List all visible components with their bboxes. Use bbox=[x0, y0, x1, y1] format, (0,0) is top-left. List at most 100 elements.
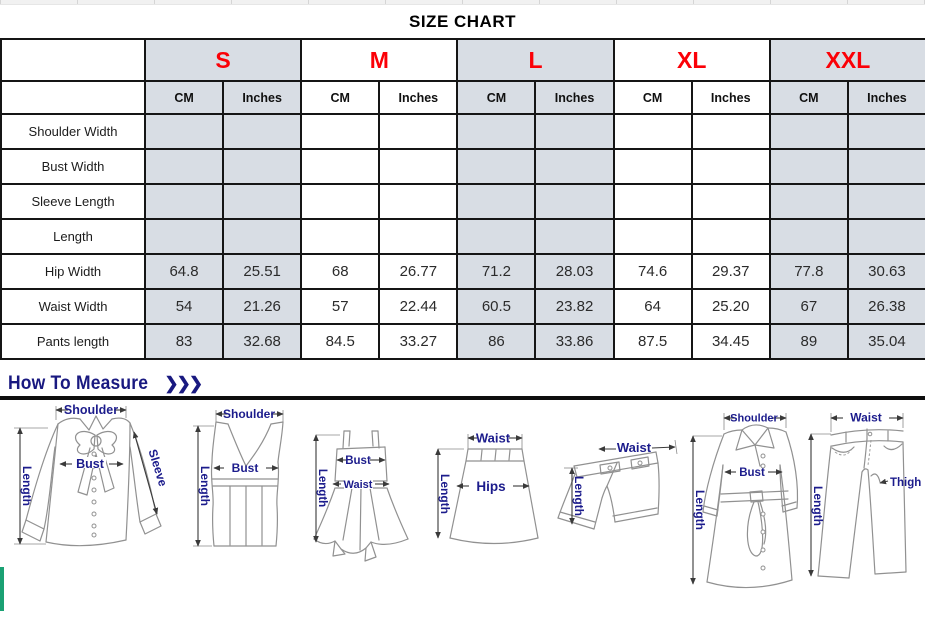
size-value-cell bbox=[534, 183, 615, 220]
measure-label-shoulder: Shoulder bbox=[730, 413, 778, 425]
size-value-cell: 84.5 bbox=[300, 323, 381, 360]
unit-header-inches: Inches bbox=[534, 80, 615, 115]
page-title: SIZE CHART bbox=[409, 11, 516, 31]
size-value-cell bbox=[378, 218, 459, 255]
chevrons-icon: ❯❯❯ bbox=[164, 374, 203, 393]
measure-label-waist: Waist bbox=[344, 479, 373, 491]
size-value-cell: 26.38 bbox=[846, 288, 925, 325]
corner-cell bbox=[0, 80, 146, 115]
size-value-cell: 67 bbox=[768, 288, 849, 325]
measure-label-length: Length bbox=[438, 474, 452, 514]
size-value-cell: 64.8 bbox=[143, 253, 225, 290]
skirt-diagram: Waist Hips Length bbox=[435, 431, 539, 545]
size-header-xxl: XXL bbox=[768, 38, 925, 82]
size-value-cell bbox=[378, 183, 459, 220]
size-value-cell bbox=[378, 113, 459, 150]
measure-label-bust: Bust bbox=[76, 457, 105, 471]
unit-header-cm: CM bbox=[456, 80, 537, 115]
table-row: Sleeve Length bbox=[0, 183, 925, 220]
measure-label-waist: Waist bbox=[850, 411, 882, 425]
size-value-cell bbox=[300, 113, 381, 150]
shorts-diagram: Waist Length bbox=[557, 439, 678, 530]
row-label: Waist Width bbox=[0, 288, 146, 325]
measure-label-bust: Bust bbox=[739, 467, 765, 479]
coat-diagram: Shoulder Bust Length bbox=[690, 413, 799, 589]
corner-cell bbox=[0, 38, 146, 82]
size-value-cell bbox=[846, 183, 925, 220]
table-row: Shoulder Width bbox=[0, 113, 925, 150]
size-value-cell: 89 bbox=[768, 323, 849, 360]
size-value-cell bbox=[690, 218, 771, 255]
dress-diagram: Bust Waist Length bbox=[313, 430, 409, 562]
measure-label-length: Length bbox=[20, 466, 34, 506]
size-header-m: M bbox=[300, 38, 459, 82]
size-value-cell bbox=[300, 148, 381, 185]
size-header-xl: XL bbox=[612, 38, 771, 82]
size-value-cell: 68 bbox=[300, 253, 381, 290]
size-value-cell bbox=[222, 148, 303, 185]
size-value-cell bbox=[690, 183, 771, 220]
size-value-cell: 64 bbox=[612, 288, 693, 325]
unit-header-inches: Inches bbox=[378, 80, 459, 115]
tank-top-diagram: Shoulder Length Bust bbox=[193, 407, 284, 547]
size-value-cell bbox=[768, 148, 849, 185]
unit-header-cm: CM bbox=[300, 80, 381, 115]
table-row: Bust Width bbox=[0, 148, 925, 185]
size-value-cell bbox=[143, 218, 225, 255]
size-value-cell bbox=[612, 183, 693, 220]
size-value-cell: 21.26 bbox=[222, 288, 303, 325]
row-label: Length bbox=[0, 218, 146, 255]
size-value-cell: 77.8 bbox=[768, 253, 849, 290]
size-value-cell bbox=[300, 218, 381, 255]
row-label: Sleeve Length bbox=[0, 183, 146, 220]
size-value-cell: 57 bbox=[300, 288, 381, 325]
measure-label-length: Length bbox=[693, 490, 707, 530]
size-value-cell bbox=[534, 113, 615, 150]
size-value-cell bbox=[846, 148, 925, 185]
size-value-cell bbox=[456, 113, 537, 150]
row-label: Hip Width bbox=[0, 253, 146, 290]
size-header-l: L bbox=[456, 38, 615, 82]
size-value-cell bbox=[768, 113, 849, 150]
size-value-cell: 83 bbox=[143, 323, 225, 360]
measure-label-bust: Bust bbox=[232, 461, 259, 475]
size-value-cell bbox=[222, 113, 303, 150]
measure-label-waist: Waist bbox=[617, 440, 652, 455]
size-value-cell bbox=[222, 218, 303, 255]
size-value-cell: 23.82 bbox=[534, 288, 615, 325]
measure-label-length: Length bbox=[572, 476, 586, 516]
size-header-row: S M L XL XXL bbox=[0, 38, 925, 82]
measure-label-length: Length bbox=[316, 469, 328, 507]
size-value-cell bbox=[143, 113, 225, 150]
unit-header-cm: CM bbox=[612, 80, 693, 115]
size-value-cell: 22.44 bbox=[378, 288, 459, 325]
measure-label-shoulder: Shoulder bbox=[64, 403, 118, 417]
blouse-diagram: Shoulder Length Bust Sleeve bbox=[14, 403, 170, 547]
unit-header-row: CM Inches CM Inches CM Inches CM Inches … bbox=[0, 80, 925, 115]
how-to-measure-text: How To Measure bbox=[8, 373, 149, 394]
table-row: Hip Width 64.8 25.51 68 26.77 71.2 28.03 74.6 29… bbox=[0, 253, 925, 290]
spreadsheet-gridline-strip bbox=[0, 0, 925, 5]
measure-label-thigh: Thigh bbox=[890, 477, 921, 489]
table-row: Pants length 83 32.68 84.5 33.27 86 33.86 87.5 3… bbox=[0, 323, 925, 360]
size-value-cell: 33.86 bbox=[534, 323, 615, 360]
row-label: Shoulder Width bbox=[0, 113, 146, 150]
size-value-cell: 32.68 bbox=[222, 323, 303, 360]
size-value-cell bbox=[612, 218, 693, 255]
size-value-cell bbox=[456, 148, 537, 185]
size-value-cell bbox=[143, 148, 225, 185]
size-value-cell bbox=[534, 148, 615, 185]
size-value-cell: 87.5 bbox=[612, 323, 693, 360]
size-value-cell: 74.6 bbox=[612, 253, 693, 290]
size-value-cell: 60.5 bbox=[456, 288, 537, 325]
size-value-cell: 86 bbox=[456, 323, 537, 360]
size-value-cell: 54 bbox=[143, 288, 225, 325]
size-value-cell: 71.2 bbox=[456, 253, 537, 290]
size-value-cell bbox=[690, 148, 771, 185]
size-value-cell bbox=[378, 148, 459, 185]
size-value-cell bbox=[846, 218, 925, 255]
how-to-measure-heading: How To Measure ❯❯❯ bbox=[0, 360, 925, 394]
size-value-cell: 26.77 bbox=[378, 253, 459, 290]
measure-label-length: Length bbox=[811, 486, 825, 526]
size-value-cell bbox=[222, 183, 303, 220]
